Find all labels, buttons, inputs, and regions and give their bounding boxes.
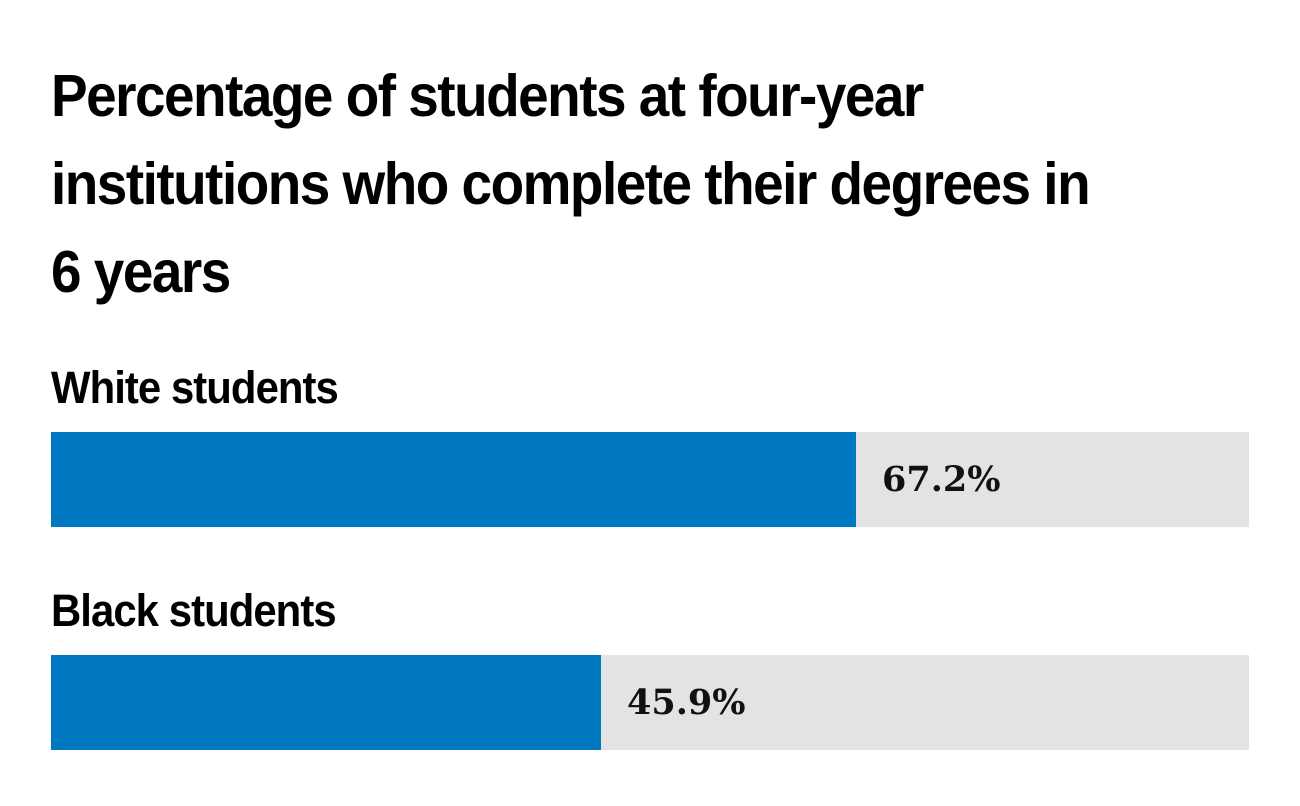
bar-track: 67.2% — [51, 432, 1249, 527]
bar-rows: White students 67.2% Black students 45.9… — [51, 360, 1249, 806]
data-label: 45.9% — [627, 682, 746, 723]
category-label: White students — [51, 362, 339, 413]
chart-title: Percentage of students at four-year inst… — [51, 63, 1091, 305]
bar — [51, 655, 601, 750]
data-label: 67.2% — [882, 459, 1001, 500]
chart: Percentage of students at four-year inst… — [51, 52, 1249, 750]
bar-track: 45.9% — [51, 655, 1249, 750]
bar-row-white-students: White students 67.2% — [51, 360, 1249, 583]
bar — [51, 432, 856, 527]
bar-row-black-students: Black students 45.9% — [51, 583, 1249, 806]
category-label: Black students — [51, 585, 337, 636]
